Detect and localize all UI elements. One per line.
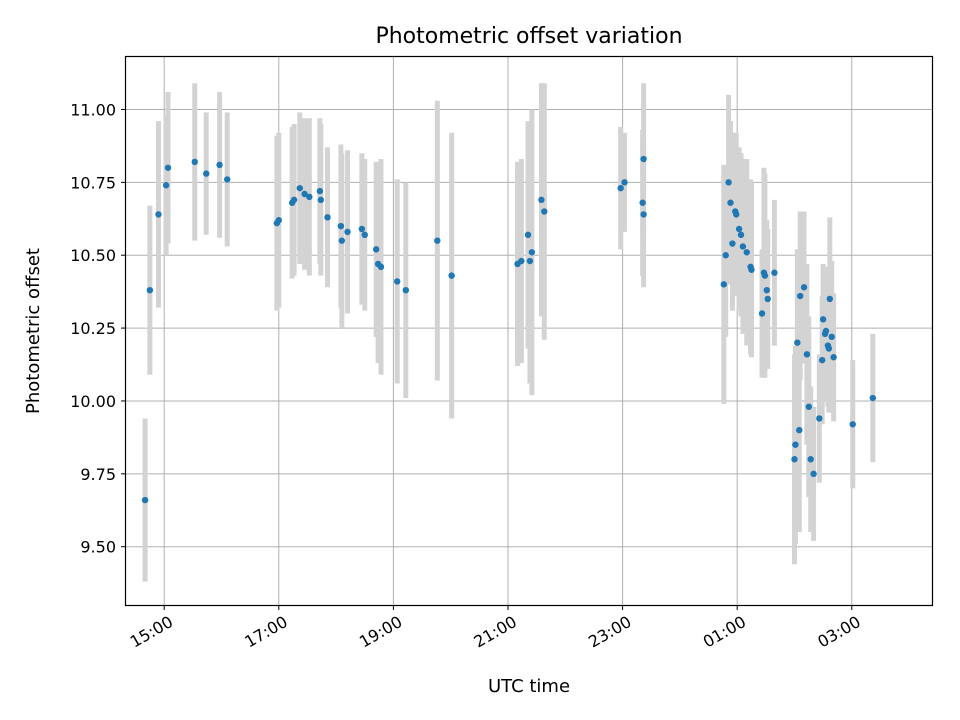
- y-tick-label: 10.75: [70, 173, 116, 192]
- data-point: [296, 184, 304, 192]
- data-point: [733, 211, 740, 218]
- data-point: [797, 292, 804, 300]
- data-point: [338, 237, 346, 244]
- data-point: [191, 158, 198, 166]
- y-tick-label: 10.25: [70, 319, 116, 338]
- data-point: [524, 231, 532, 239]
- data-point: [816, 415, 823, 422]
- data-point: [792, 441, 799, 448]
- data-point: [725, 179, 732, 186]
- error-bars: [142, 83, 876, 582]
- y-tick-label: 10.00: [70, 392, 116, 411]
- data-point: [764, 295, 771, 303]
- data-points: [141, 155, 876, 504]
- data-point: [402, 286, 410, 294]
- x-axis-label: UTC time: [488, 676, 570, 697]
- x-tick-label: 17:00: [241, 612, 290, 652]
- y-tick-label: 11.00: [70, 100, 116, 119]
- data-point: [518, 257, 525, 265]
- data-point: [216, 161, 223, 169]
- data-point: [761, 272, 769, 279]
- x-tick-label: 03:00: [814, 612, 863, 652]
- x-axis-ticks: 15:00 17:00 19:00 21:00 23:00 01:00 03:00: [127, 605, 864, 652]
- data-point: [791, 456, 798, 463]
- data-point: [735, 225, 743, 233]
- y-tick-label: 9.50: [80, 538, 116, 557]
- y-axis-label: Photometric offset: [23, 248, 44, 414]
- data-point: [796, 426, 803, 434]
- data-point: [434, 237, 441, 244]
- data-point: [794, 339, 801, 346]
- data-point: [317, 196, 325, 204]
- data-point: [306, 193, 313, 201]
- data-point: [737, 231, 745, 239]
- x-tick-label: 21:00: [471, 612, 520, 652]
- data-point: [526, 257, 534, 265]
- data-point: [155, 211, 162, 218]
- data-point: [825, 345, 833, 352]
- plot-frame: [124, 55, 934, 607]
- y-axis-ticks: 9.50 9.75 10.00 10.25 10.50 10.75 11.00: [70, 100, 126, 557]
- data-point: [807, 456, 814, 463]
- data-point: [146, 286, 154, 294]
- data-point: [758, 310, 766, 317]
- y-tick-label: 10.50: [70, 246, 116, 265]
- x-tick-label: 01:00: [700, 612, 749, 652]
- data-point: [771, 269, 778, 276]
- data-point: [722, 252, 729, 259]
- data-point: [301, 190, 308, 198]
- data-point: [324, 214, 331, 221]
- data-point: [316, 187, 324, 195]
- data-point: [290, 196, 298, 204]
- data-point: [394, 278, 401, 285]
- data-point: [640, 211, 647, 218]
- data-point: [377, 263, 385, 271]
- x-tick-label: 15:00: [127, 612, 176, 652]
- data-point: [448, 272, 455, 279]
- data-point: [748, 266, 755, 273]
- data-point: [826, 295, 834, 303]
- data-point: [361, 231, 368, 239]
- data-point: [800, 284, 808, 291]
- data-point: [739, 243, 747, 250]
- data-point: [162, 182, 170, 189]
- data-point: [810, 470, 817, 478]
- y-tick-label: 9.75: [80, 465, 116, 484]
- data-point: [617, 184, 624, 192]
- data-point: [358, 225, 366, 233]
- data-point: [275, 217, 282, 224]
- data-point: [621, 179, 628, 186]
- data-point: [538, 196, 545, 204]
- data-point: [729, 240, 736, 247]
- data-point: [203, 170, 210, 177]
- data-point: [830, 354, 837, 361]
- data-point: [720, 281, 728, 288]
- data-point: [373, 246, 380, 253]
- data-point: [849, 421, 856, 428]
- data-point: [541, 208, 548, 215]
- data-point: [528, 249, 536, 256]
- data-point: [337, 222, 345, 230]
- data-point: [640, 155, 647, 163]
- data-point: [818, 356, 826, 364]
- chart-title: Photometric offset variation: [375, 24, 682, 49]
- data-point: [224, 176, 231, 183]
- data-point: [141, 496, 149, 504]
- data-point: [727, 199, 734, 206]
- data-point: [822, 327, 830, 335]
- data-point: [828, 333, 835, 341]
- x-tick-label: 23:00: [585, 612, 634, 652]
- data-point: [803, 351, 811, 358]
- x-tick-label: 19:00: [356, 612, 405, 652]
- data-point: [344, 228, 351, 236]
- data-point: [763, 286, 770, 294]
- data-point: [869, 394, 876, 402]
- data-point: [805, 403, 813, 410]
- data-point: [164, 164, 172, 171]
- data-point: [639, 199, 646, 206]
- data-point: [743, 249, 750, 256]
- data-point: [819, 316, 827, 323]
